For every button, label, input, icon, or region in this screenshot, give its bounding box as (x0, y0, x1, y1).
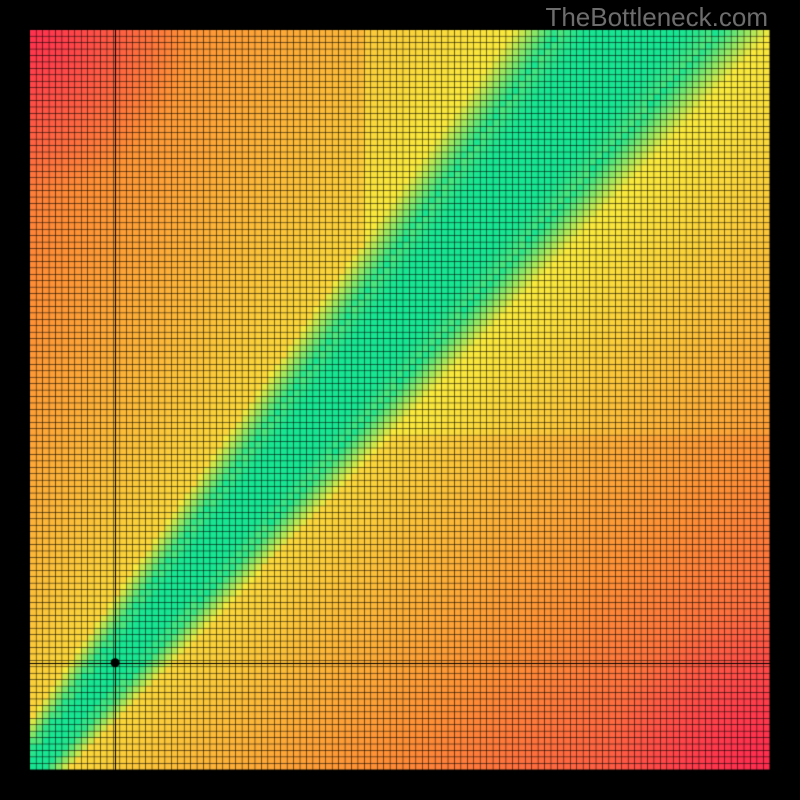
bottleneck-heatmap (0, 0, 800, 800)
chart-container: TheBottleneck.com (0, 0, 800, 800)
